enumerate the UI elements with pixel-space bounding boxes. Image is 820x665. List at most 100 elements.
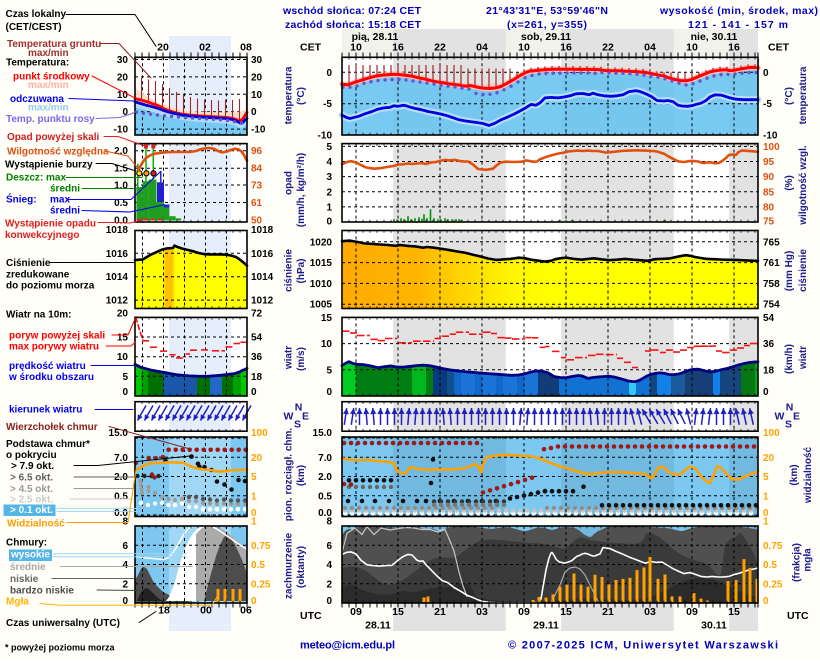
svg-text:22: 22	[602, 42, 614, 54]
svg-text:> 6.5 okt.: > 6.5 okt.	[10, 473, 53, 484]
svg-text:do poziomu morza: do poziomu morza	[6, 281, 95, 292]
svg-text:16: 16	[560, 42, 572, 54]
svg-text:> 7.9 okt.: > 7.9 okt.	[11, 461, 54, 472]
svg-text:ciśnienie: ciśnienie	[798, 249, 809, 292]
svg-text:04: 04	[476, 42, 488, 54]
svg-text:5: 5	[763, 472, 769, 483]
svg-text:© 2007-2025 ICM, Uniwersytet W: © 2007-2025 ICM, Uniwersytet Warszawski	[508, 640, 778, 652]
svg-text:1: 1	[326, 202, 332, 213]
svg-text:Czas lokalny: Czas lokalny	[6, 9, 67, 20]
svg-text:85: 85	[763, 187, 775, 198]
svg-text:100: 100	[251, 428, 268, 439]
svg-text:0: 0	[251, 508, 257, 519]
svg-text:0.0: 0.0	[318, 508, 332, 519]
svg-text:wilgotność wzgl.: wilgotność wzgl.	[798, 145, 809, 226]
svg-text:61: 61	[251, 198, 263, 209]
svg-text:1: 1	[763, 491, 769, 502]
svg-text:09: 09	[686, 606, 698, 618]
svg-text:4: 4	[326, 560, 332, 571]
svg-text:N: N	[295, 402, 303, 414]
svg-text:0: 0	[251, 387, 257, 398]
svg-text:4: 4	[326, 157, 332, 168]
svg-text:max porywy wiatru: max porywy wiatru	[9, 341, 99, 352]
svg-text:30: 30	[117, 55, 129, 66]
svg-text:wysokość (min, środek, max): wysokość (min, środek, max)	[659, 5, 818, 17]
svg-text:0: 0	[122, 387, 128, 398]
svg-text:84: 84	[251, 164, 263, 175]
svg-text:1012: 1012	[251, 296, 274, 307]
svg-text:-10: -10	[114, 125, 129, 136]
svg-text:15: 15	[392, 606, 404, 618]
svg-text:max/min: max/min	[28, 103, 69, 114]
svg-text:meteo@icm.edu.pl: meteo@icm.edu.pl	[300, 640, 395, 652]
svg-text:(hPa): (hPa)	[296, 259, 307, 284]
svg-text:0: 0	[251, 596, 257, 607]
svg-text:S: S	[785, 419, 792, 431]
svg-text:0.0: 0.0	[114, 508, 128, 519]
svg-text:> 0.1 okt.: > 0.1 okt.	[10, 505, 53, 516]
svg-text:(frakcja): (frakcja)	[792, 543, 803, 582]
svg-text:Wystąpienie burzy: Wystąpienie burzy	[5, 159, 93, 170]
svg-text:punkt środkowy: punkt środkowy	[13, 71, 90, 82]
svg-text:20: 20	[763, 453, 775, 464]
svg-text:E: E	[793, 411, 800, 423]
svg-text:o pokryciu: o pokryciu	[6, 450, 57, 461]
svg-text:Wiatr na 10m:: Wiatr na 10m:	[6, 309, 71, 320]
svg-text:10: 10	[117, 90, 129, 101]
svg-text:4: 4	[122, 560, 128, 571]
svg-text:18: 18	[251, 372, 263, 383]
svg-text:3: 3	[326, 172, 332, 183]
svg-text:0: 0	[122, 107, 128, 118]
svg-text:20: 20	[117, 72, 129, 83]
svg-text:(°C): (°C)	[296, 87, 307, 105]
svg-text:Wierzchołek chmur: Wierzchołek chmur	[6, 422, 98, 433]
svg-text:UTC: UTC	[787, 610, 809, 622]
svg-text:121 - 141 - 157 m: 121 - 141 - 157 m	[688, 19, 788, 31]
svg-text:temperatura: temperatura	[798, 66, 809, 124]
svg-text:16: 16	[392, 42, 404, 54]
svg-text:Chmury:: Chmury:	[6, 537, 47, 548]
svg-text:2: 2	[326, 187, 332, 198]
svg-text:10: 10	[251, 90, 263, 101]
svg-text:Opad powyżej skali: Opad powyżej skali	[7, 132, 99, 143]
svg-text:S: S	[294, 419, 301, 431]
svg-text:1005: 1005	[310, 300, 333, 311]
svg-text:5: 5	[326, 142, 332, 153]
svg-text:5: 5	[122, 372, 128, 383]
svg-text:20: 20	[251, 72, 263, 83]
svg-text:100: 100	[763, 428, 780, 439]
svg-text:średni: średni	[50, 206, 80, 217]
svg-text:15: 15	[117, 333, 129, 344]
svg-text:max/min: max/min	[28, 48, 69, 59]
svg-text:Temp. punktu rosy: Temp. punktu rosy	[6, 114, 95, 125]
svg-text:-10: -10	[318, 131, 333, 142]
svg-text:-5: -5	[763, 99, 772, 110]
svg-text:73: 73	[251, 181, 263, 192]
svg-text:00: 00	[200, 605, 212, 617]
svg-text:2.0: 2.0	[318, 472, 332, 483]
svg-text:0.25: 0.25	[251, 579, 271, 590]
svg-text:Deszcz: max: Deszcz: max	[6, 173, 66, 184]
svg-text:72: 72	[251, 308, 263, 319]
svg-text:wschód słońca: 07:24 CET: wschód słońca: 07:24 CET	[282, 5, 422, 17]
svg-text:1016: 1016	[251, 249, 274, 260]
svg-text:5: 5	[326, 365, 332, 376]
svg-text:06: 06	[240, 605, 252, 617]
svg-text:1014: 1014	[106, 272, 129, 283]
svg-text:Podstawa chmur*: Podstawa chmur*	[6, 439, 90, 450]
svg-text:0.75: 0.75	[763, 541, 783, 552]
svg-text:03: 03	[644, 606, 656, 618]
svg-text:10: 10	[321, 339, 333, 350]
svg-text:09: 09	[350, 606, 362, 618]
svg-text:CET: CET	[300, 42, 322, 54]
svg-text:20: 20	[157, 42, 169, 54]
svg-text:0.5: 0.5	[318, 491, 332, 502]
svg-text:Śnieg:: Śnieg:	[6, 193, 37, 206]
svg-text:w środku obszaru: w środku obszaru	[8, 372, 94, 383]
svg-text:761: 761	[763, 258, 780, 269]
svg-text:sob, 29.11: sob, 29.11	[521, 31, 571, 43]
svg-text:1015: 1015	[310, 258, 333, 269]
svg-text:N: N	[786, 402, 794, 414]
svg-text:Ciśnienie: Ciśnienie	[6, 258, 51, 269]
svg-text:mgła: mgła	[803, 548, 814, 572]
